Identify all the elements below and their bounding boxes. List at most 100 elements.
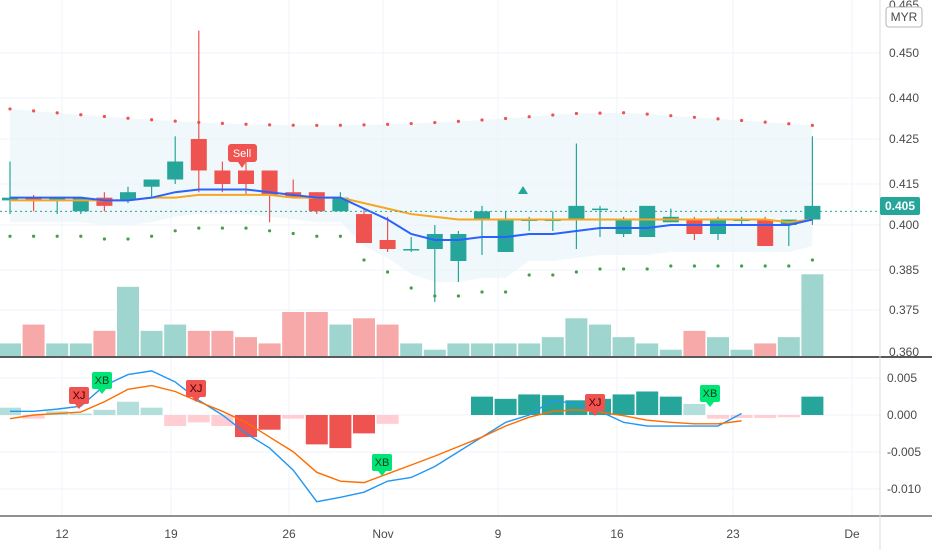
macd-tick-label: -0.010 — [887, 482, 921, 496]
price-tick-label: 0.400 — [889, 218, 919, 232]
candle-body — [238, 170, 254, 184]
volume-bar — [754, 343, 777, 356]
macd-histogram-bar — [777, 415, 800, 418]
volume-bar — [683, 330, 706, 356]
lower-dot — [692, 264, 697, 268]
macd-histogram-bar — [187, 415, 210, 423]
upper-dot — [763, 120, 767, 124]
volume-bar — [659, 349, 682, 356]
candle-body — [403, 249, 420, 251]
macd-marker-pointer — [706, 402, 714, 407]
candle-body — [686, 219, 703, 234]
lower-dot — [622, 267, 626, 271]
upper-dot — [740, 118, 744, 123]
buy-triangle-icon — [518, 186, 528, 194]
upper-dot — [150, 118, 154, 122]
volume-bar — [305, 312, 328, 356]
lower-dot — [669, 264, 673, 268]
macd-tick-label: -0.005 — [887, 445, 921, 459]
macd-marker: XB — [372, 454, 392, 476]
lower-dot — [197, 226, 201, 230]
volume-bar — [258, 343, 281, 356]
lower-dot — [456, 294, 460, 298]
volume-bar — [494, 343, 517, 356]
lower-dot — [409, 286, 413, 290]
upper-dot — [79, 113, 83, 117]
macd-marker: XJ — [186, 380, 206, 402]
upper-dot — [291, 123, 295, 127]
lower-dot — [480, 290, 484, 294]
lower-dot — [150, 234, 154, 238]
lower-dot — [315, 234, 319, 238]
macd-marker-box — [700, 385, 720, 402]
lower-dot — [763, 264, 767, 268]
volume-bar — [140, 330, 163, 356]
signal-line — [9, 384, 742, 484]
upper-dot — [716, 117, 720, 121]
volume-bar — [0, 343, 21, 356]
macd-marker-box — [69, 387, 89, 404]
candle-body — [474, 211, 490, 220]
macd-histogram-bar — [494, 398, 517, 415]
lower-dot — [102, 237, 106, 241]
volume-bar — [471, 343, 493, 356]
macd-marker-box — [92, 372, 112, 389]
macd-histogram-bar — [22, 415, 45, 419]
lower-dot — [220, 226, 224, 230]
volume-bar — [46, 343, 69, 356]
macd-histogram-bar — [376, 415, 399, 424]
lower-dot — [79, 234, 83, 238]
volume-bar — [589, 324, 611, 356]
volume-bar — [187, 330, 210, 356]
upper-dot — [574, 111, 579, 116]
volume-bar — [93, 330, 116, 356]
lower-dot — [268, 229, 272, 233]
macd-marker-pointer — [75, 404, 83, 409]
volume-bar — [376, 324, 399, 356]
macd-histogram-bar — [471, 396, 493, 415]
macd-marker-pointer — [98, 389, 106, 394]
candle-body — [568, 205, 585, 220]
macd-marker-pointer — [378, 471, 386, 476]
upper-dot — [362, 123, 366, 127]
upper-dot — [386, 122, 390, 126]
axis-labels: 0.450 0.440 0.425 0.415 0.400 0.385 0.375 0.360… — [55, 0, 921, 541]
envelope-band — [10, 108, 813, 282]
volume-bar — [69, 343, 92, 356]
macd-marker-label: XJ — [589, 397, 602, 409]
macd-marker-label: XJ — [73, 390, 86, 402]
lower-dot — [8, 234, 12, 238]
upper-dot — [669, 114, 673, 118]
candle-body — [356, 214, 372, 243]
currency-button[interactable]: MYR — [885, 6, 923, 28]
lower-dot — [740, 264, 744, 268]
macd-histogram-bar — [117, 401, 139, 415]
macd-histogram-bar — [305, 415, 328, 445]
lower-dot — [433, 294, 437, 298]
macd-histogram-bar — [730, 415, 753, 418]
upper-dot — [692, 115, 697, 119]
macd-histogram-bar — [211, 415, 234, 427]
sell-marker: Sell — [228, 144, 257, 168]
upper-dot — [787, 122, 791, 126]
upper-dot — [551, 113, 555, 117]
macd-marker-label: XB — [375, 457, 390, 469]
volume-bar — [565, 318, 588, 356]
macd-histogram-bar — [282, 415, 305, 419]
macd-marker-box — [372, 454, 392, 471]
candle-body — [308, 192, 325, 212]
volume-bar — [447, 343, 470, 356]
upper-dot — [8, 107, 12, 111]
candle-body — [450, 234, 467, 261]
upper-dot — [480, 118, 484, 122]
macd-marker-box — [186, 380, 206, 397]
upper-dot — [55, 111, 59, 115]
macd-marker-pointer — [591, 411, 599, 416]
macd-histogram-bar — [258, 415, 281, 430]
lower-dot — [716, 264, 720, 268]
volume-bar — [612, 337, 635, 356]
macd-histogram-bar — [754, 415, 777, 418]
lower-dot — [173, 229, 177, 233]
sell-marker-label: Sell — [233, 148, 251, 160]
